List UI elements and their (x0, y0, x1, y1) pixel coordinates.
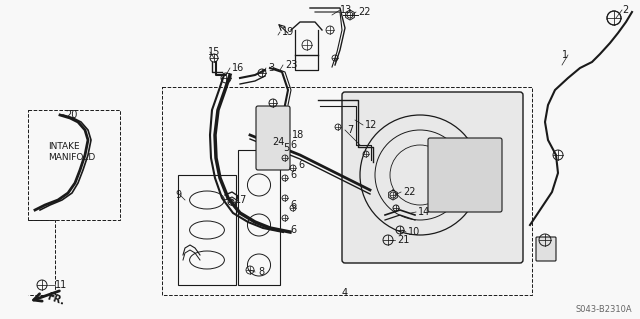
Bar (178, 175, 236, 285)
FancyBboxPatch shape (256, 106, 290, 170)
Text: 22: 22 (403, 187, 415, 197)
Text: S043-B2310A: S043-B2310A (575, 306, 632, 315)
Text: INTAKE
MANIFOLD: INTAKE MANIFOLD (48, 142, 95, 162)
Text: 23: 23 (285, 60, 298, 70)
Text: 8: 8 (258, 267, 264, 277)
Text: 6: 6 (290, 225, 296, 235)
Text: 11: 11 (55, 280, 67, 290)
Text: 12: 12 (365, 120, 378, 130)
Bar (238, 150, 280, 285)
Text: 13: 13 (340, 5, 352, 15)
Text: 1: 1 (562, 50, 568, 60)
Text: 3: 3 (268, 63, 274, 73)
Text: 15: 15 (208, 47, 220, 57)
Text: 5: 5 (283, 143, 289, 153)
Text: 18: 18 (292, 130, 304, 140)
FancyBboxPatch shape (536, 237, 556, 261)
Text: 6: 6 (290, 140, 296, 150)
Text: 7: 7 (347, 125, 353, 135)
Text: 20: 20 (65, 110, 77, 120)
Text: 22: 22 (358, 7, 371, 17)
Text: 2: 2 (622, 5, 628, 15)
FancyBboxPatch shape (342, 92, 523, 263)
FancyBboxPatch shape (428, 138, 502, 212)
Text: 6: 6 (290, 200, 296, 210)
Text: 16: 16 (232, 63, 244, 73)
Text: 19: 19 (282, 27, 294, 37)
Text: 9: 9 (175, 190, 181, 200)
Text: 17: 17 (235, 195, 248, 205)
Text: 24: 24 (272, 137, 284, 147)
Text: 10: 10 (408, 227, 420, 237)
Text: 14: 14 (418, 207, 430, 217)
Text: FR.: FR. (45, 291, 65, 307)
Text: 4: 4 (342, 288, 348, 298)
Text: 21: 21 (397, 235, 410, 245)
Text: 6: 6 (298, 160, 304, 170)
Text: 6: 6 (290, 170, 296, 180)
